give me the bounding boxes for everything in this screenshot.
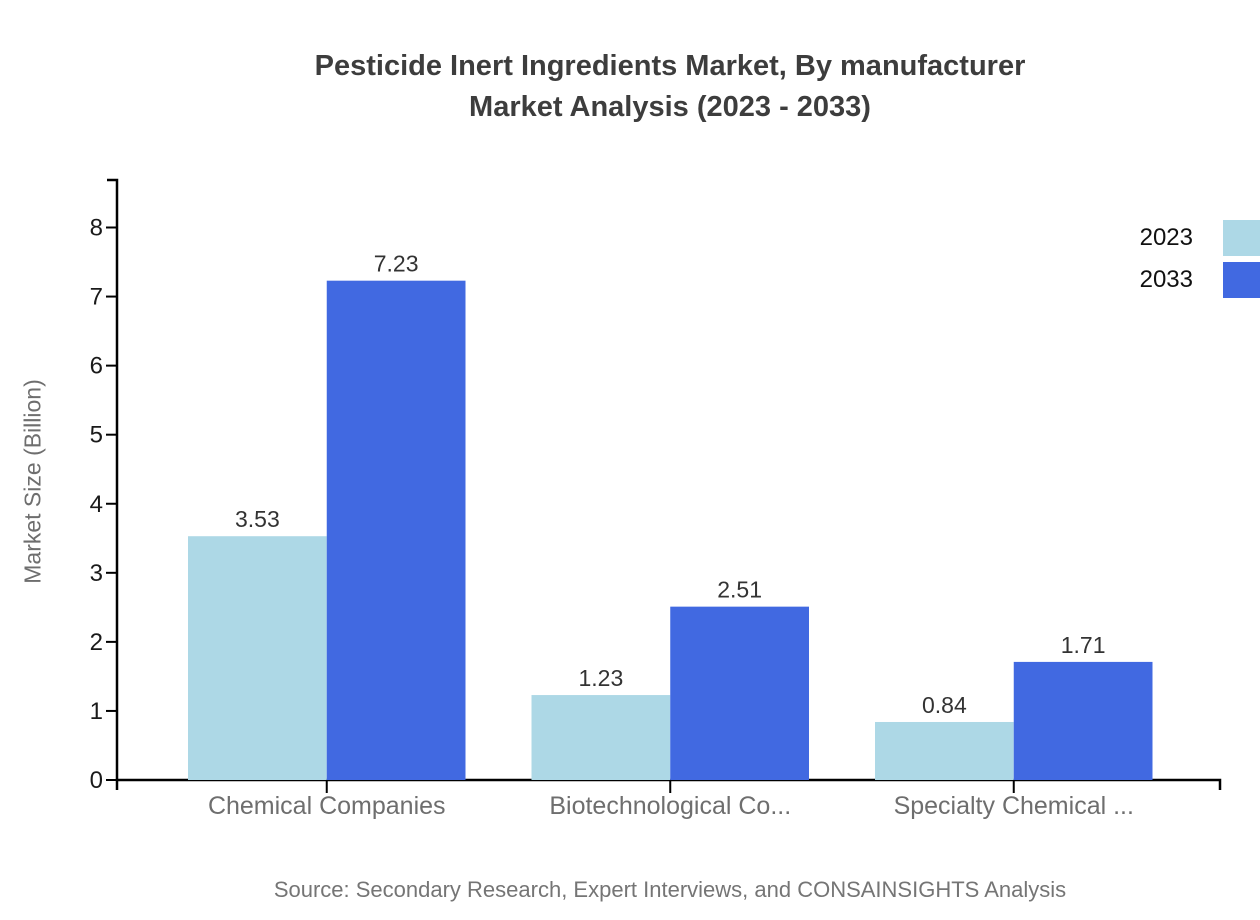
- legend-swatch-2033-icon: [1223, 262, 1260, 298]
- legend: 2023 2033: [1140, 220, 1260, 298]
- y-tick-label: 0: [90, 767, 103, 794]
- bar-value-label: 0.84: [922, 692, 967, 718]
- y-tick-label: 4: [90, 491, 103, 518]
- bar-value-label: 2.51: [717, 577, 762, 603]
- legend-label-2023: 2023: [1139, 224, 1193, 251]
- chart-title-line1: Pesticide Inert Ingredients Market, By m…: [314, 50, 1026, 82]
- legend-label-2033: 2033: [1139, 266, 1193, 293]
- bar-value-label: 7.23: [374, 251, 419, 277]
- bar-2033-2: [670, 606, 809, 780]
- x-category-label: Chemical Companies: [208, 792, 446, 820]
- x-axis-line: [115, 778, 1222, 790]
- bar-2023-3: [875, 721, 1014, 780]
- y-tick-label: 1: [90, 698, 103, 725]
- x-category-label: Specialty Chemical ...: [894, 792, 1134, 820]
- bar-value-label: 1.71: [1061, 632, 1106, 658]
- chart-title-line2: Market Analysis (2023 - 2033): [469, 91, 871, 123]
- y-tick-label: 8: [90, 215, 103, 242]
- bar-2033-1: [326, 280, 466, 780]
- legend-swatch-2023-icon: [1223, 220, 1260, 256]
- bar-value-label: 1.23: [578, 665, 623, 691]
- bar-value-label: 3.53: [235, 506, 280, 532]
- y-tick-label: 7: [90, 284, 103, 311]
- bar-2023-1: [188, 536, 327, 780]
- source-line: Source: Secondary Research, Expert Inter…: [273, 877, 1067, 902]
- y-tick-label: 2: [90, 629, 103, 656]
- y-tick-label: 6: [90, 353, 103, 380]
- y-tick-label: 5: [90, 422, 103, 449]
- y-axis-line: [107, 178, 119, 780]
- y-tick-label: 3: [90, 560, 103, 587]
- bar-2033-3: [1013, 661, 1153, 780]
- legend-item-2033: 2033: [1140, 262, 1260, 298]
- legend-item-2023: 2023: [1140, 220, 1260, 256]
- chart-title: Pesticide Inert Ingredients Market, By m…: [80, 46, 1260, 128]
- bar-2023-2: [531, 695, 671, 780]
- x-category-label: Biotechnological Co...: [549, 792, 791, 820]
